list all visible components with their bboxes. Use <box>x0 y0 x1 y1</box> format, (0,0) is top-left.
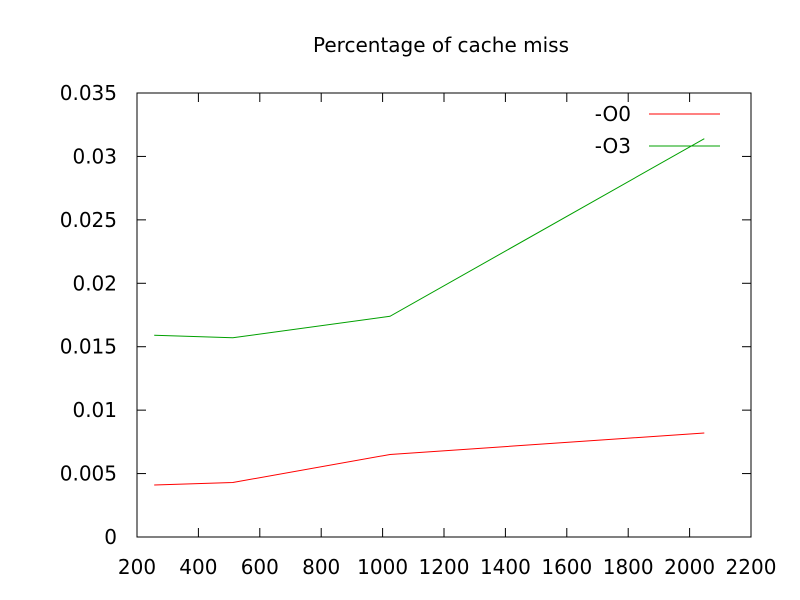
axis-ticks: 200 400 600 800 1000 1200 1400 1600 1800 2000 2200… <box>60 81 777 579</box>
x-tick-label: 2000 <box>664 555 715 579</box>
chart-title: Percentage of cache miss <box>313 33 569 57</box>
x-tick-label: 1000 <box>357 555 408 579</box>
y-tick-label: 0.02 <box>72 271 117 295</box>
y-tick-label: 0.005 <box>60 462 117 486</box>
legend-label: -O0 <box>595 102 631 126</box>
x-tick-label: 1800 <box>603 555 654 579</box>
x-tick-label: 600 <box>241 555 279 579</box>
series-lines <box>154 138 705 486</box>
y-tick-label: 0.01 <box>72 398 117 422</box>
x-tick-label: 800 <box>302 555 340 579</box>
y-tick-label: 0.025 <box>60 208 117 232</box>
legend: -O0-O3 <box>595 102 720 158</box>
plot-area <box>136 92 752 538</box>
series-line-o3 <box>154 138 705 339</box>
y-tick-label: 0.015 <box>60 335 117 359</box>
legend-label: -O3 <box>595 134 631 158</box>
y-tick-label: 0 <box>104 525 117 549</box>
y-tick-label: 0.035 <box>60 81 117 105</box>
x-tick-label: 1200 <box>419 555 470 579</box>
y-tick-label: 0.03 <box>72 144 117 168</box>
x-tick-label: 1600 <box>541 555 592 579</box>
x-tick-label: 400 <box>179 555 217 579</box>
series-line-o0 <box>154 432 705 486</box>
x-tick-label: 1400 <box>480 555 531 579</box>
x-tick-label: 200 <box>118 555 156 579</box>
x-tick-label: 2200 <box>726 555 777 579</box>
